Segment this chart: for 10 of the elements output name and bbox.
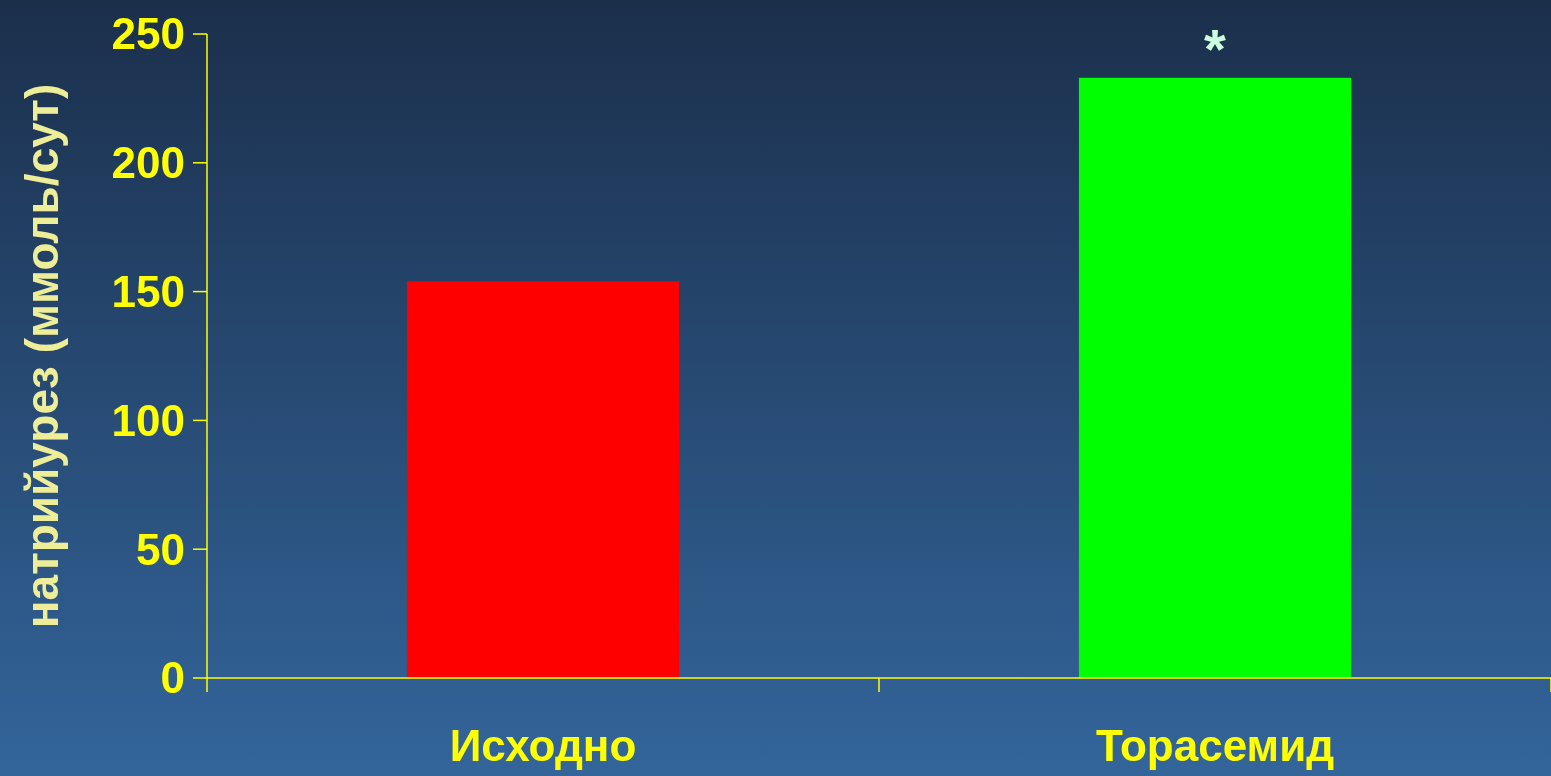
y-axis-title: натрийурез (ммоль/сут) (16, 83, 69, 629)
y-tick-label: 0 (160, 653, 185, 703)
x-tick-label: Исходно (449, 721, 637, 771)
y-tick-label: 150 (111, 267, 185, 316)
y-tick-label: 100 (111, 395, 185, 445)
y-tick-label: 200 (111, 138, 185, 188)
y-tick-label: 250 (111, 9, 185, 59)
x-tick-label: Торасемид (1095, 721, 1335, 771)
annotation: * (1204, 16, 1227, 80)
y-tick-label: 50 (136, 524, 185, 574)
